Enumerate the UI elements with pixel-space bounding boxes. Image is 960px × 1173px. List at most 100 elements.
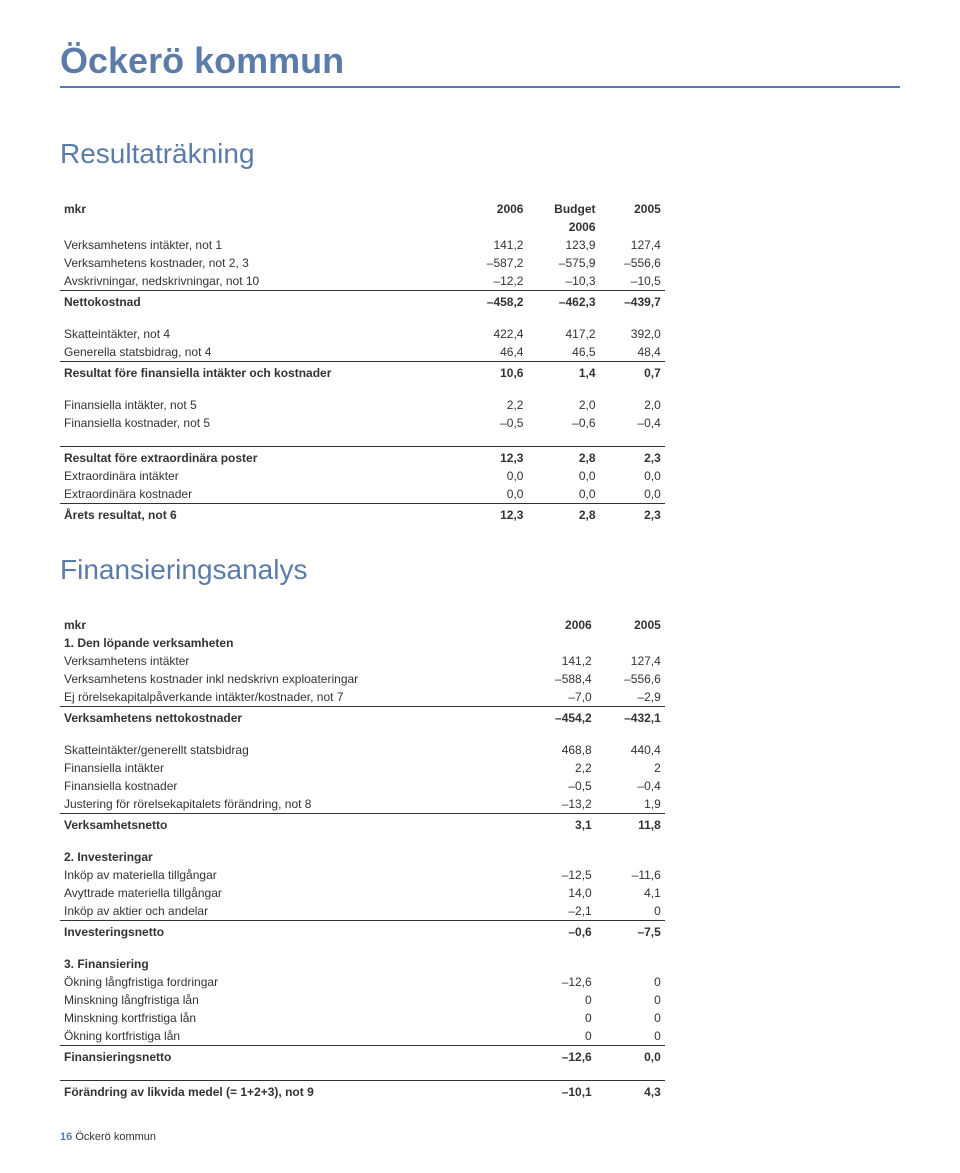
cell: 141,2	[462, 236, 527, 254]
cell: 417,2	[527, 325, 599, 343]
cell: Årets resultat, not 6	[60, 504, 462, 525]
cell: 4,1	[596, 884, 665, 902]
cell: 10,6	[462, 362, 527, 383]
cell: –13,2	[527, 795, 596, 814]
cell: 1,9	[596, 795, 665, 814]
cell: –10,3	[527, 272, 599, 291]
cell: 0,0	[462, 485, 527, 504]
cell: 127,4	[596, 652, 665, 670]
cell: 0,0	[527, 485, 599, 504]
cell: Extraordinära intäkter	[60, 467, 462, 485]
cell: Verksamhetens intäkter	[60, 652, 527, 670]
cell: –12,5	[527, 866, 596, 884]
cell: 2,3	[600, 504, 665, 525]
cell: Verksamhetsnetto	[60, 814, 527, 835]
cell: Finansiella kostnader	[60, 777, 527, 795]
cell: –7,5	[596, 921, 665, 942]
cell: 0	[596, 1009, 665, 1027]
t1-h-c3: 2005	[600, 200, 665, 218]
t2-h-c1: 2006	[527, 616, 596, 634]
cell: 0,0	[462, 467, 527, 485]
cell: 11,8	[596, 814, 665, 835]
cell: 127,4	[600, 236, 665, 254]
cell: –0,6	[527, 921, 596, 942]
resultatrakning-table: mkr 2006 Budget 2005 2006 Verksamhetens …	[60, 200, 665, 524]
cell: Minskning kortfristiga lån	[60, 1009, 527, 1027]
cell: Avyttrade materiella tillgångar	[60, 884, 527, 902]
finansieringsanalys-table: mkr 2006 2005 1. Den löpande verksamhete…	[60, 616, 665, 1101]
t1-h-c2b: 2006	[527, 218, 599, 236]
cell: 0,0	[596, 1046, 665, 1067]
cell: 12,3	[462, 447, 527, 468]
section-title-2: Finansieringsanalys	[60, 554, 900, 586]
cell: –454,2	[527, 707, 596, 728]
cell: 0,0	[600, 467, 665, 485]
cell: 0	[596, 991, 665, 1009]
cell: 1. Den löpande verksamheten	[60, 634, 527, 652]
cell: –0,4	[600, 414, 665, 432]
cell: –575,9	[527, 254, 599, 272]
cell: 2	[596, 759, 665, 777]
cell: –439,7	[600, 291, 665, 312]
cell: 46,5	[527, 343, 599, 362]
cell: 0,0	[527, 467, 599, 485]
cell: Justering för rörelsekapitalets förändri…	[60, 795, 527, 814]
cell: –12,6	[527, 973, 596, 991]
cell: –0,5	[527, 777, 596, 795]
cell: Verksamhetens kostnader, not 2, 3	[60, 254, 462, 272]
cell: 2,0	[600, 396, 665, 414]
cell: –11,6	[596, 866, 665, 884]
cell: Resultat före finansiella intäkter och k…	[60, 362, 462, 383]
cell: 2,8	[527, 447, 599, 468]
cell: 141,2	[527, 652, 596, 670]
cell: 3,1	[527, 814, 596, 835]
cell: Finansieringsnetto	[60, 1046, 527, 1067]
cell: –0,5	[462, 414, 527, 432]
cell: 0	[596, 973, 665, 991]
cell: Avskrivningar, nedskrivningar, not 10	[60, 272, 462, 291]
t1-h-c1: 2006	[462, 200, 527, 218]
page-title: Öckerö kommun	[60, 40, 900, 88]
t2-h-c0: mkr	[60, 616, 527, 634]
cell: Ökning långfristiga fordringar	[60, 973, 527, 991]
cell: 0,7	[600, 362, 665, 383]
section-title-1: Resultaträkning	[60, 138, 900, 170]
cell: Inköp av aktier och andelar	[60, 902, 527, 921]
footer: 16 Öckerö kommun	[60, 1131, 900, 1143]
cell: 2,0	[527, 396, 599, 414]
cell: 0	[527, 1027, 596, 1046]
cell: Skatteintäkter/generellt statsbidrag	[60, 741, 527, 759]
cell: Verksamhetens kostnader inkl nedskrivn e…	[60, 670, 527, 688]
cell: 2,3	[600, 447, 665, 468]
cell: Resultat före extraordinära poster	[60, 447, 462, 468]
cell: –12,2	[462, 272, 527, 291]
cell: Ej rörelsekapitalpåverkande intäkter/kos…	[60, 688, 527, 707]
t1-h-c2: Budget	[527, 200, 599, 218]
cell: –587,2	[462, 254, 527, 272]
cell: 123,9	[527, 236, 599, 254]
cell: Inköp av materiella tillgångar	[60, 866, 527, 884]
cell: –462,3	[527, 291, 599, 312]
cell: Verksamhetens intäkter, not 1	[60, 236, 462, 254]
cell: 0	[596, 902, 665, 921]
cell: 422,4	[462, 325, 527, 343]
cell: Investeringsnetto	[60, 921, 527, 942]
cell: 468,8	[527, 741, 596, 759]
cell: 4,3	[596, 1081, 665, 1102]
cell: –2,9	[596, 688, 665, 707]
cell: Finansiella kostnader, not 5	[60, 414, 462, 432]
cell: 2,2	[462, 396, 527, 414]
cell: –2,1	[527, 902, 596, 921]
cell: 2,2	[527, 759, 596, 777]
cell: –556,6	[600, 254, 665, 272]
cell: –0,6	[527, 414, 599, 432]
t1-h-c0: mkr	[60, 200, 462, 218]
cell: 46,4	[462, 343, 527, 362]
cell: –10,5	[600, 272, 665, 291]
cell: Finansiella intäkter, not 5	[60, 396, 462, 414]
cell: 440,4	[596, 741, 665, 759]
cell: 14,0	[527, 884, 596, 902]
cell: 48,4	[600, 343, 665, 362]
cell: Minskning långfristiga lån	[60, 991, 527, 1009]
cell: 0	[527, 1009, 596, 1027]
